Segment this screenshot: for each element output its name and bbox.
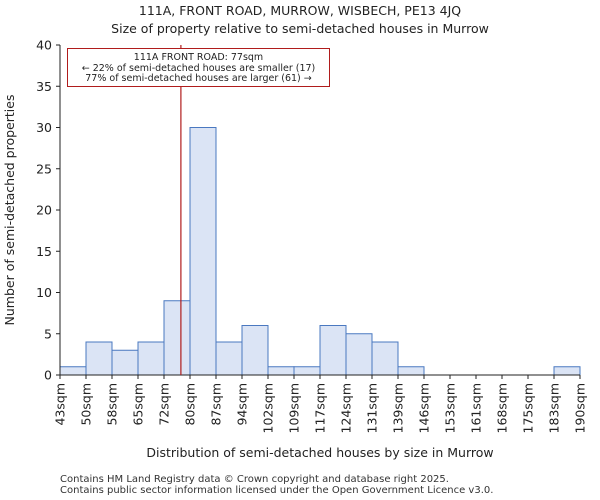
- y-tick-label: 5: [44, 326, 52, 341]
- histogram-bar: [267, 366, 295, 376]
- x-tick-label: 139sqm: [391, 383, 406, 433]
- histogram-bar: [111, 349, 139, 376]
- y-tick-label: 40: [36, 38, 52, 53]
- x-tick-label: 80sqm: [183, 383, 198, 426]
- x-tick-label: 161sqm: [469, 383, 484, 433]
- histogram-bar: [345, 333, 373, 376]
- x-tick-label: 109sqm: [287, 383, 302, 433]
- x-tick-label: 168sqm: [495, 383, 510, 433]
- histogram-bar: [397, 366, 425, 376]
- histogram-bar: [371, 341, 399, 376]
- annotation-line-1: 111A FRONT ROAD: 77sqm: [133, 52, 264, 63]
- x-tick-label: 124sqm: [339, 383, 354, 433]
- histogram-bar: [293, 366, 321, 376]
- histogram-bar: [319, 325, 347, 376]
- x-tick-label: 146sqm: [417, 383, 432, 433]
- y-axis-label: Number of semi-detached properties: [2, 95, 17, 326]
- x-tick-label: 102sqm: [261, 383, 276, 433]
- x-tick-label: 183sqm: [547, 383, 562, 433]
- annotation-line-2: ← 22% of semi-detached houses are smalle…: [81, 62, 316, 74]
- x-tick-label: 58sqm: [105, 383, 120, 426]
- footer-licence: Contains public sector information licen…: [60, 485, 494, 496]
- x-tick-label: 87sqm: [209, 383, 224, 426]
- annotation-line-3: 77% of semi-detached houses are larger (…: [85, 73, 312, 84]
- chart-subtitle: Size of property relative to semi-detach…: [111, 21, 489, 36]
- y-tick-label: 25: [36, 161, 52, 176]
- y-tick-label: 30: [36, 120, 52, 135]
- histogram-bar: [215, 341, 243, 376]
- histogram-bar: [241, 325, 269, 376]
- x-tick-label: 117sqm: [313, 383, 328, 433]
- x-tick-label: 131sqm: [365, 383, 380, 433]
- footer-copyright: Contains HM Land Registry data © Crown c…: [60, 474, 449, 485]
- y-tick-label: 20: [36, 203, 52, 218]
- histogram-bar: [553, 366, 581, 376]
- x-axis-label: Distribution of semi-detached houses by …: [146, 445, 493, 460]
- x-tick-label: 94sqm: [235, 383, 250, 426]
- x-tick-label: 175sqm: [521, 383, 536, 433]
- y-tick-label: 35: [36, 79, 52, 94]
- y-tick-label: 10: [36, 285, 52, 300]
- x-tick-label: 153sqm: [443, 383, 458, 433]
- histogram-bar: [189, 127, 217, 376]
- x-tick-label: 190sqm: [573, 383, 588, 433]
- property-annotation-box: 111A FRONT ROAD: 77sqm ← 22% of semi-det…: [67, 48, 330, 87]
- x-tick-label: 43sqm: [53, 383, 68, 426]
- x-tick-label: 50sqm: [79, 383, 94, 426]
- histogram-bar: [85, 341, 113, 376]
- histogram-bar: [137, 341, 165, 376]
- x-tick-label: 65sqm: [131, 383, 146, 426]
- y-tick-label: 15: [36, 244, 52, 259]
- chart-title: 111A, FRONT ROAD, MURROW, WISBECH, PE13 …: [138, 3, 462, 18]
- x-tick-label: 72sqm: [157, 383, 172, 426]
- histogram-bar: [163, 300, 191, 376]
- histogram-bar: [59, 366, 87, 376]
- y-tick-label: 0: [44, 368, 52, 383]
